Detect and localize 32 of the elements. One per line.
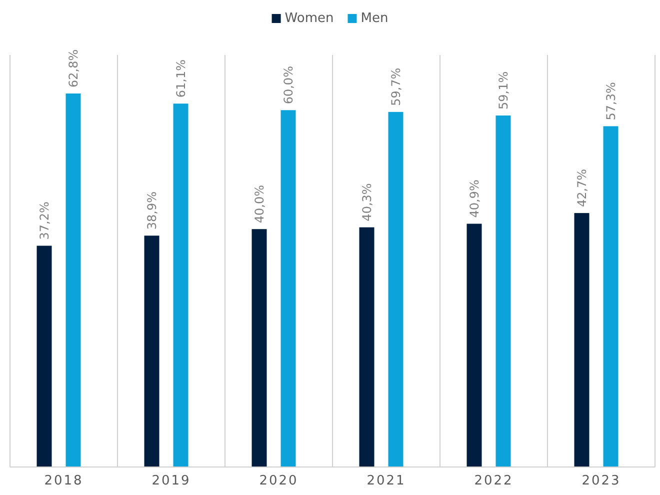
bar: [496, 116, 511, 467]
bar: [252, 229, 267, 467]
data-label: 42,7%: [574, 168, 589, 208]
data-label: 57,3%: [604, 82, 618, 120]
x-tick-label: 2021: [366, 473, 406, 488]
data-label: 40,3%: [360, 183, 374, 222]
bar: [280, 110, 296, 467]
x-tick-label: 2023: [582, 473, 621, 488]
data-label: 40,0%: [252, 184, 266, 224]
data-label: 60,0%: [281, 66, 296, 104]
data-label: 59,7%: [388, 68, 403, 106]
x-tick-label: 2022: [474, 473, 514, 488]
data-label: 38,9%: [144, 192, 159, 230]
x-tick-label: 2020: [259, 473, 298, 488]
data-label: 37,2%: [37, 202, 52, 240]
data-label: 61,1%: [174, 59, 188, 98]
bar: [144, 236, 160, 467]
bar: [173, 104, 188, 467]
bar: [388, 112, 404, 467]
bar: [66, 93, 81, 467]
data-label: 40,9%: [467, 180, 482, 218]
x-tick-label: 2019: [152, 473, 191, 488]
data-label: 62,8%: [66, 49, 80, 88]
bar: [359, 227, 374, 467]
legend-label: Women: [284, 11, 334, 26]
legend-label: Men: [360, 11, 388, 26]
bar: [603, 126, 618, 467]
x-tick-label: 2018: [44, 473, 84, 488]
bar: [36, 246, 52, 467]
bar: [574, 213, 590, 467]
bar: [466, 224, 482, 467]
data-label: 59,1%: [496, 71, 510, 110]
